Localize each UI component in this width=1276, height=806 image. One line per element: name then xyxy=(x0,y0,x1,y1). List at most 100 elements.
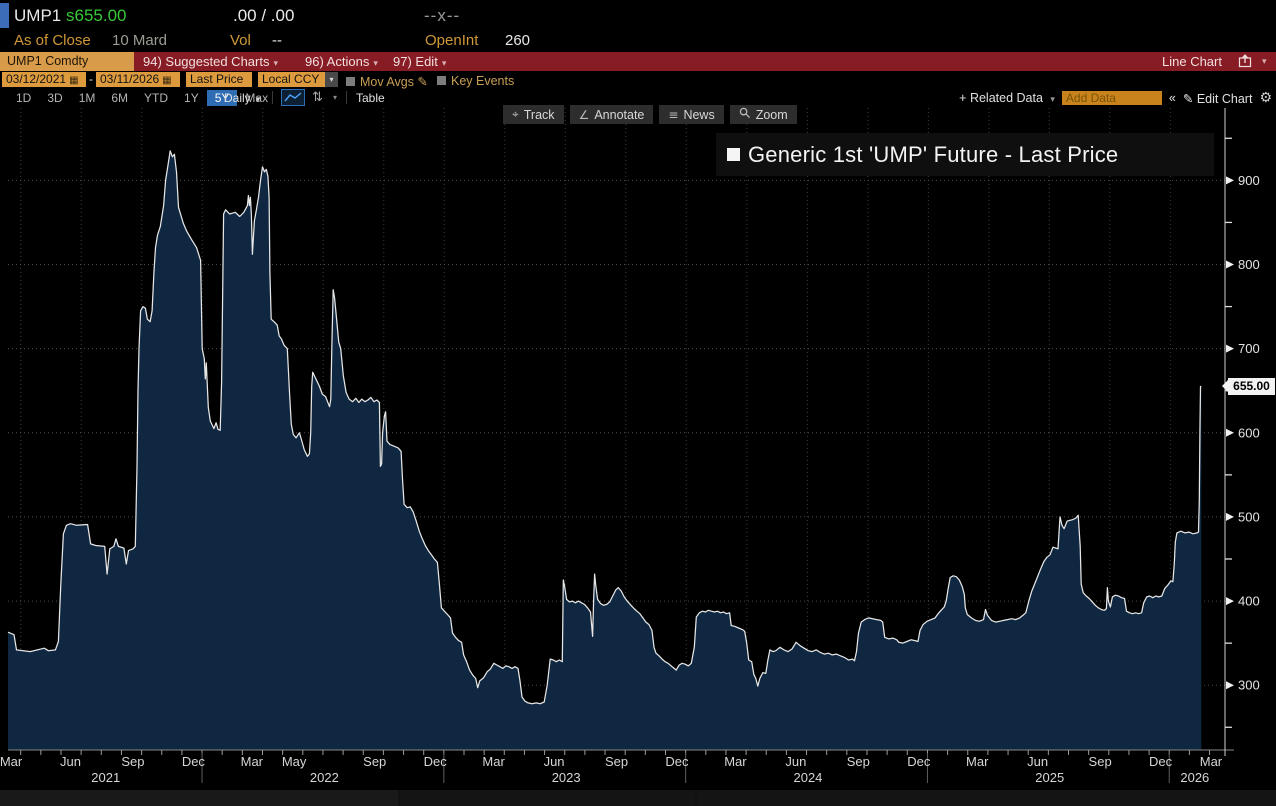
x-axis-month-label: Dec xyxy=(424,754,448,769)
y-axis-label-600: 600 xyxy=(1238,425,1260,440)
y-tick-arrow-icon xyxy=(1226,428,1234,437)
x-axis-month-label: Mar xyxy=(0,754,23,769)
security-color-bar xyxy=(0,3,9,28)
table-button[interactable]: Table xyxy=(356,91,385,105)
x-axis-month-label: Sep xyxy=(121,754,144,769)
separator xyxy=(272,91,273,104)
x-axis-month-label: Sep xyxy=(847,754,870,769)
menu-edit[interactable]: 97) Edit ▾ xyxy=(393,54,447,69)
x-axis-year-label-2022: 2022 xyxy=(310,770,339,785)
checkbox-icon xyxy=(437,76,446,85)
x-axis-month-label: Jun xyxy=(544,754,565,769)
security-field[interactable]: UMP1 Comdty xyxy=(0,52,134,71)
x-axis-month-label: Jun xyxy=(785,754,806,769)
pencil-icon: ✎ xyxy=(1182,90,1194,106)
export-icon[interactable] xyxy=(1238,54,1252,71)
gear-icon[interactable]: ⚙ xyxy=(1259,90,1272,106)
open-int-label: OpenInt xyxy=(425,32,479,49)
period-button-1d[interactable]: 1D xyxy=(16,91,32,105)
chart-toolbar: ⌖ Track ∠ Annotate ≡ News Zoom xyxy=(503,105,797,124)
price-tag-notch xyxy=(1222,380,1228,392)
track-button[interactable]: ⌖ Track xyxy=(503,105,564,124)
y-axis-label-400: 400 xyxy=(1238,594,1260,609)
x-axis-ticks: Mar Jun Sep Dec Mar May Sep Dec Mar Jun Sep Dec Mar J… xyxy=(0,750,1223,785)
mov-avgs-toggle[interactable]: Mov Avgs ✎ xyxy=(346,74,428,89)
collapse-button[interactable]: « xyxy=(1168,91,1176,105)
footer-strip xyxy=(0,790,1276,806)
period-button-1m[interactable]: 1M xyxy=(78,91,96,105)
line-chart-type-button[interactable] xyxy=(281,89,305,106)
menu-bar: UMP1 Comdty 94) Suggested Charts ▾ 96) Ac… xyxy=(0,52,1276,71)
chevron-down-icon: ▾ xyxy=(441,58,447,68)
x-axis-month-label: Sep xyxy=(605,754,628,769)
chevron-down-icon[interactable]: ▾ xyxy=(1262,56,1267,66)
period-button-6m[interactable]: 6M xyxy=(111,91,129,105)
settings-bar: 03/12/2021 ▦ - 03/11/2026 ▦ Last Price Loc… xyxy=(0,71,1276,89)
zoom-button[interactable]: Zoom xyxy=(729,105,797,124)
crosshair-icon: ⌖ xyxy=(512,107,519,121)
edit-chart-button[interactable]: ✎ Edit Chart xyxy=(1182,90,1253,106)
annotate-button[interactable]: ∠ Annotate xyxy=(569,105,654,124)
y-axis-labels: 300 400 500 600 700 800 900 xyxy=(1225,137,1260,728)
add-data-input[interactable]: Add Data xyxy=(1061,91,1162,105)
currency-select[interactable]: Local CCY xyxy=(258,72,325,87)
bid-ask: .00 / .00 xyxy=(233,6,295,25)
x-axis-month-label: Dec xyxy=(1149,754,1173,769)
date-from-field[interactable]: 03/12/2021 ▦ xyxy=(2,72,86,87)
last-price-tag: 655.00 xyxy=(1222,378,1275,395)
key-events-toggle[interactable]: Key Events xyxy=(437,74,514,88)
y-tick-arrow-icon xyxy=(1226,512,1234,521)
chart-tools-group: + Related Data ▾ Add Data « ✎ Edit Chart… xyxy=(959,90,1272,106)
currency-dropdown-button[interactable]: ▾ xyxy=(325,72,338,87)
legend-label: Generic 1st 'UMP' Future - Last Price xyxy=(748,141,1119,167)
price-field-select[interactable]: Last Price xyxy=(186,72,252,87)
period-button-1y[interactable]: 1Y xyxy=(184,91,199,105)
compare-icon[interactable]: ⇅ xyxy=(312,90,323,105)
calendar-icon: ▦ xyxy=(162,75,172,86)
period-button-max[interactable]: Max xyxy=(245,91,269,105)
footer-segment xyxy=(0,790,398,806)
footer-segment xyxy=(697,790,1276,806)
chevron-down-icon: ▾ xyxy=(1050,94,1055,104)
frequency-select[interactable]: Daily ▼ xyxy=(224,91,262,105)
price-area xyxy=(8,150,1202,750)
price-line xyxy=(7,150,1202,705)
x-axis-month-label: Mar xyxy=(482,754,505,769)
magnifier-icon xyxy=(739,107,751,122)
chevron-down-icon: ▼ xyxy=(254,95,262,104)
chart-legend: Generic 1st 'UMP' Future - Last Price xyxy=(716,133,1214,176)
x-axis-month-label: Dec xyxy=(182,754,206,769)
chevron-down-icon: ▾ xyxy=(273,58,278,68)
news-button[interactable]: ≡ News xyxy=(659,105,724,124)
y-tick-arrow-icon xyxy=(1226,176,1234,185)
vol-value: -- xyxy=(272,32,282,49)
x-axis-month-label: Jun xyxy=(1027,754,1048,769)
chevron-down-icon[interactable]: ▾ xyxy=(333,93,338,102)
pencil-icon[interactable]: ✎ xyxy=(417,75,428,89)
x-axis-month-label: Mar xyxy=(724,754,747,769)
x-axis-year-label-2021: 2021 xyxy=(91,770,120,785)
menu-suggested-charts[interactable]: 94) Suggested Charts ▾ xyxy=(143,54,278,69)
chevron-down-icon: ▾ xyxy=(373,58,378,68)
x-axis-month-label: Jun xyxy=(60,754,81,769)
menu-actions[interactable]: 96) Actions ▾ xyxy=(305,54,378,69)
date-range-separator: - xyxy=(89,72,93,86)
separator xyxy=(346,91,347,104)
news-icon: ≡ xyxy=(668,107,679,122)
period-button-3d[interactable]: 3D xyxy=(47,91,63,105)
date-to-field[interactable]: 03/11/2026 ▦ xyxy=(96,72,180,87)
last-price: s655.00 xyxy=(66,6,127,25)
market-quote: --x-- xyxy=(424,6,461,25)
related-data-button[interactable]: + Related Data ▾ xyxy=(959,91,1055,105)
calendar-icon: ▦ xyxy=(69,75,79,86)
x-axis-month-label: Sep xyxy=(363,754,386,769)
y-tick-arrow-icon xyxy=(1226,681,1234,690)
x-axis-year-label-2026: 2026 xyxy=(1180,770,1209,785)
chart-type-label[interactable]: Line Chart xyxy=(1162,54,1222,69)
period-button-5y[interactable]: 5Y xyxy=(206,90,238,106)
y-tick-arrow-icon xyxy=(1226,344,1234,353)
x-axis-month-label: Mar xyxy=(966,754,989,769)
period-button-ytd[interactable]: YTD xyxy=(144,91,169,105)
ticker: UMP1 xyxy=(14,6,62,25)
